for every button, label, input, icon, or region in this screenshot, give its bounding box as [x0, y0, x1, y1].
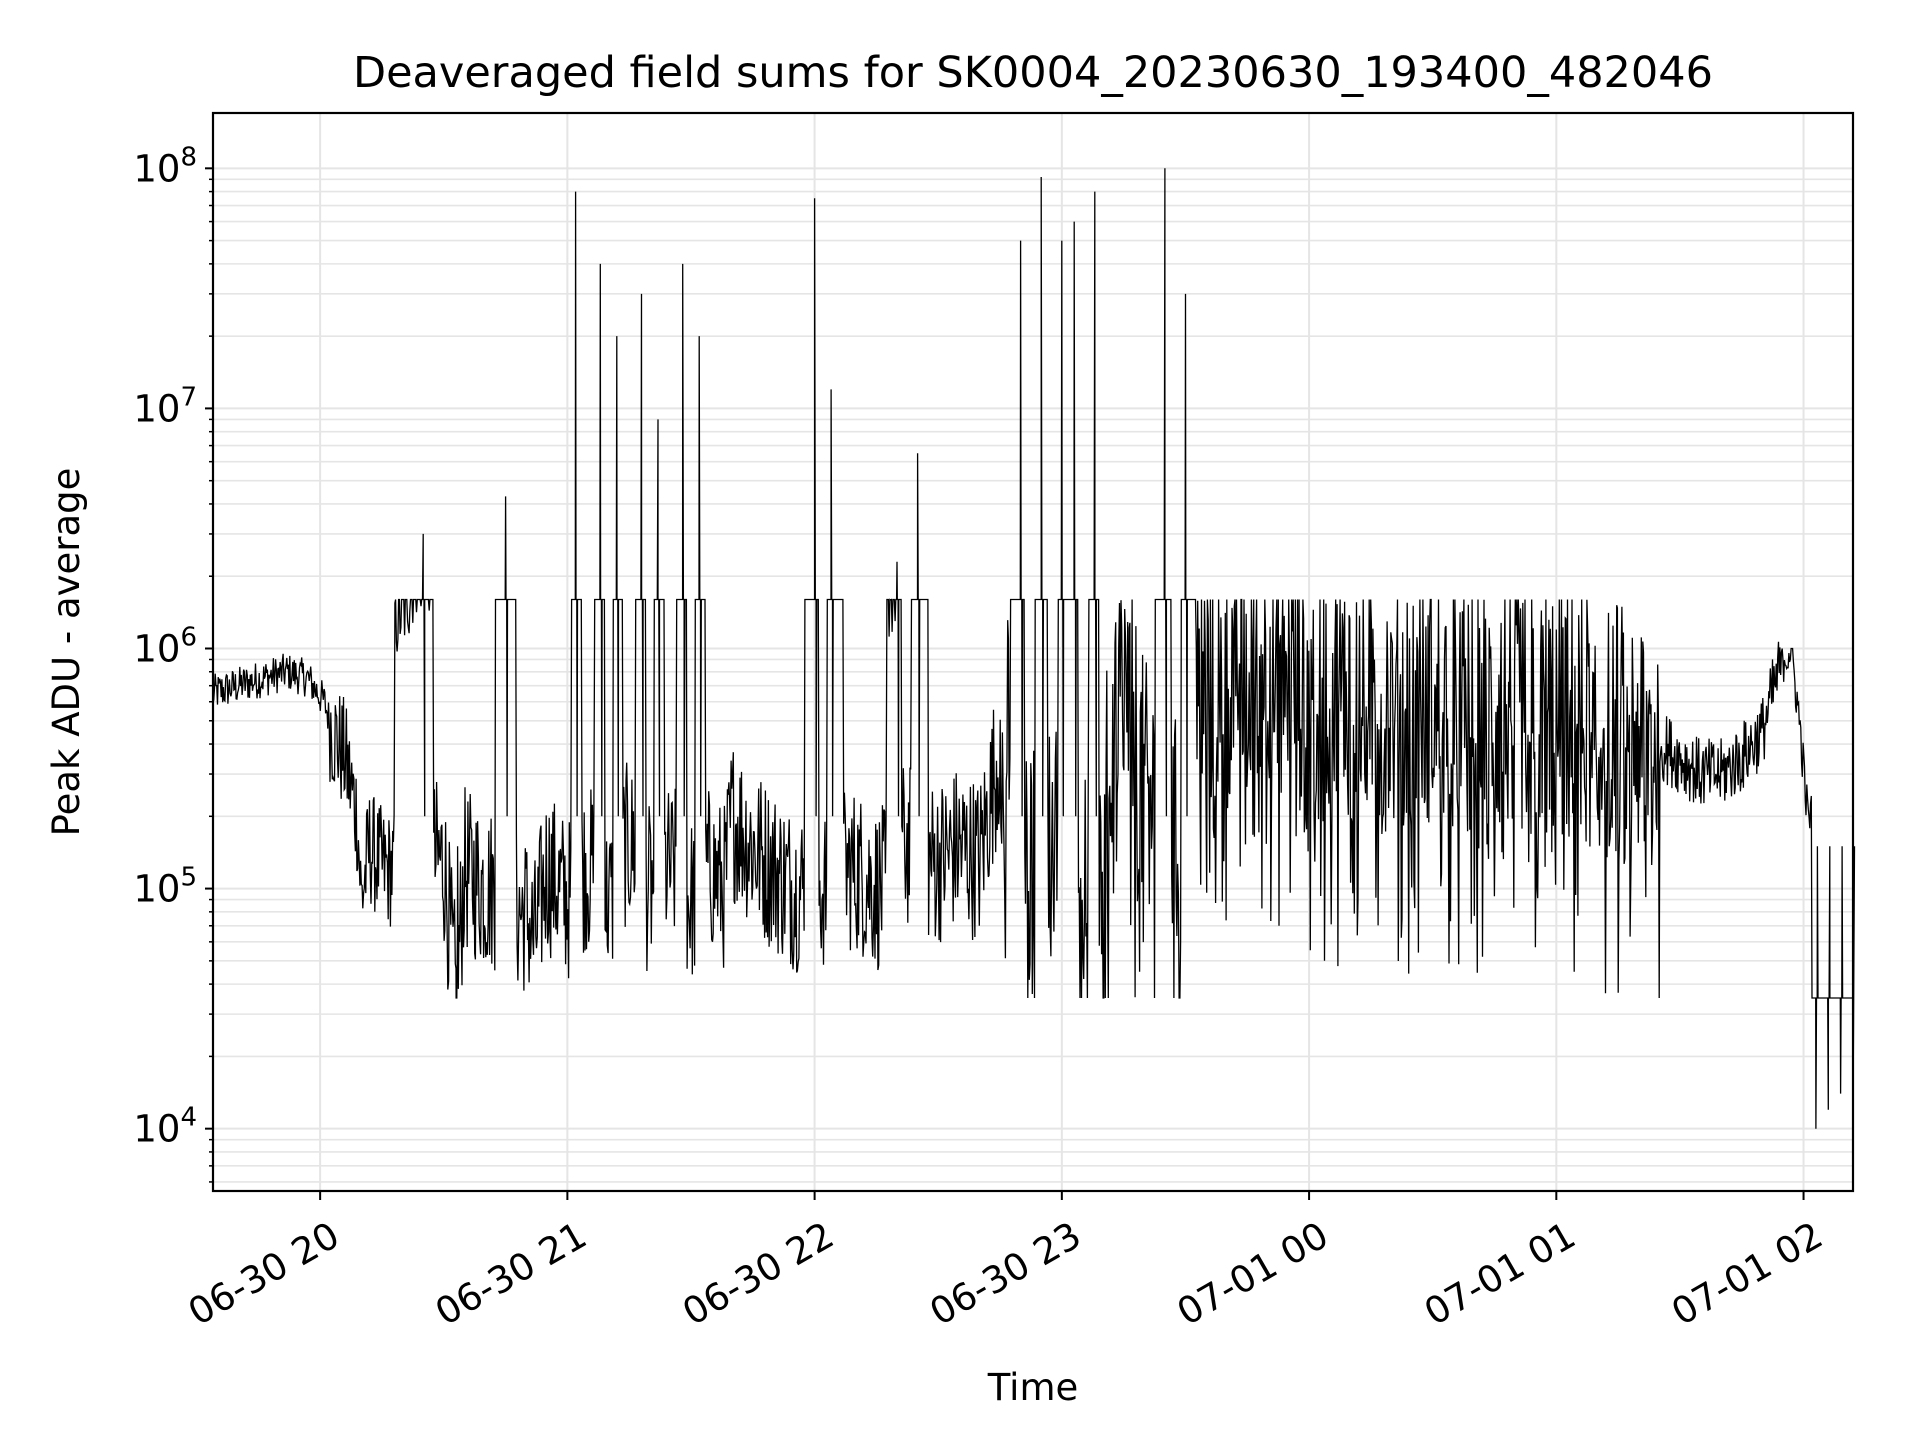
x-axis-label: Time	[987, 1366, 1079, 1409]
x-tick-label: 07-01 02	[1664, 1214, 1830, 1334]
data-series	[212, 168, 1856, 1129]
x-tick-label: 07-01 00	[1170, 1214, 1336, 1334]
y-tick-label: 108	[133, 142, 197, 190]
chart-title: Deaveraged field sums for SK0004_2023063…	[353, 48, 1713, 98]
plot-area-frame	[211, 111, 1855, 1193]
x-tick-label: 06-30 21	[428, 1214, 594, 1334]
y-tick-label: 106	[133, 622, 197, 670]
grid	[213, 113, 1853, 1191]
x-tick-label: 06-30 23	[923, 1214, 1089, 1334]
x-axis: 06-30 20 06-30 21 06-30 22 06-30 23 07-01 00…	[181, 1191, 1830, 1334]
y-tick-label: 104	[133, 1103, 197, 1151]
x-tick-label: 07-01 01	[1417, 1214, 1583, 1334]
x-tick-label: 06-30 22	[675, 1214, 841, 1334]
y-tick-label: 107	[133, 382, 197, 430]
y-axis: 104 105 106 107 108	[133, 142, 213, 1183]
series-trace	[212, 168, 1856, 1129]
y-axis-label: Peak ADU - average	[45, 468, 88, 837]
y-tick-label: 105	[133, 863, 197, 911]
x-tick-label: 06-30 20	[181, 1214, 347, 1334]
